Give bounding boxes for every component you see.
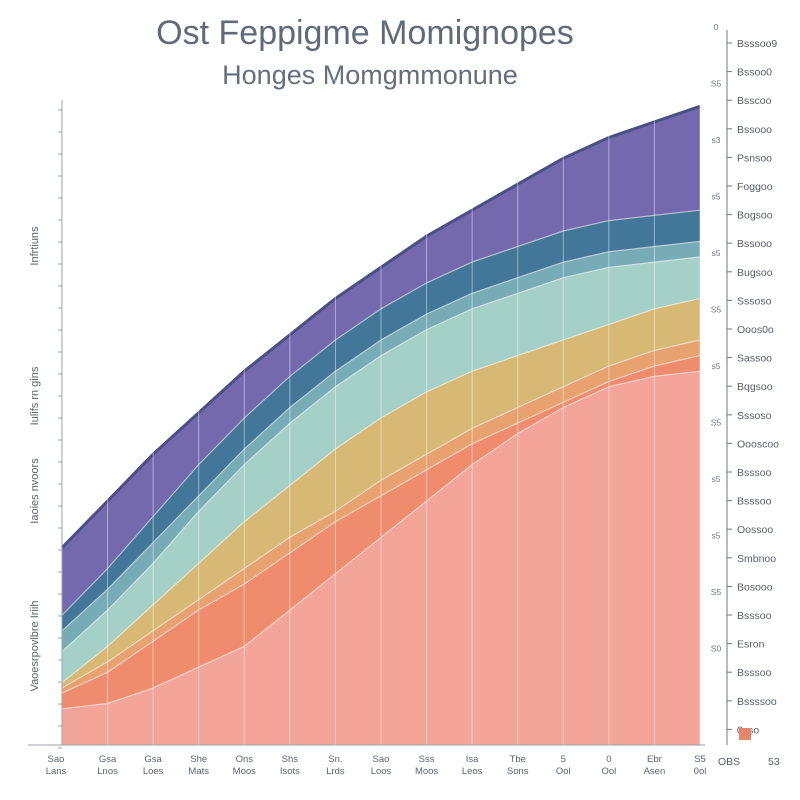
x-tick-sublabel-1: Lans xyxy=(46,766,67,777)
grid-lines xyxy=(107,80,701,745)
area-series-group xyxy=(60,104,701,746)
right-label-22: Esron xyxy=(737,639,765,651)
right-number-2: S5 xyxy=(711,79,722,89)
right-label-9: Bugsoo xyxy=(737,267,773,279)
right-label-16: Bsssoo xyxy=(737,467,772,479)
right-label-2: Bssoo0 xyxy=(737,67,772,79)
right-number-10: s5 xyxy=(712,531,721,541)
right-number-1: 0 xyxy=(714,22,719,32)
right-number-11: S5 xyxy=(711,587,722,597)
right-label-17: Bsssoo xyxy=(737,496,772,508)
right-label-6: Foggoo xyxy=(737,181,773,193)
x-tick-label-10: Isa xyxy=(466,754,479,765)
right-label-1: Bsssoo9 xyxy=(737,38,777,50)
right-label-20: Bosooo xyxy=(737,581,773,593)
x-tick-sublabel-11: Sons xyxy=(507,766,529,777)
x-tick-label-8: Sao xyxy=(373,754,390,765)
right-numbers: 0 S5 s3 s5 s5 S5 s5 S5 s5 s5 S5 S0 xyxy=(711,22,722,654)
right-label-10: Sssoso xyxy=(737,295,772,307)
x-tick-label-9: Sss xyxy=(419,754,435,765)
x-tick-sublabel-3: Loes xyxy=(143,766,164,777)
x-tick-label-1: Sao xyxy=(48,754,65,765)
right-number-12: S0 xyxy=(711,644,722,654)
x-tick-label-7: Sn. xyxy=(328,754,342,765)
axes xyxy=(28,30,728,749)
right-label-13: Bqgsoo xyxy=(737,381,773,393)
x-tick-label-13: 0 xyxy=(606,754,611,765)
area-series-line-4 xyxy=(61,297,701,684)
right-label-24: Bssssoo xyxy=(737,696,777,708)
right-number-7: s5 xyxy=(712,361,721,371)
x-tick-sublabel-5: Moos xyxy=(233,766,256,777)
right-label-14: Sssoso xyxy=(737,410,772,422)
x-tick-sublabel-14: Asen xyxy=(644,766,666,777)
x-tick-label-5: Ons xyxy=(236,754,254,765)
bottom-right-label-left: OBS xyxy=(718,756,740,768)
x-tick-sublabel-4: Mats xyxy=(188,766,209,777)
right-number-6: S5 xyxy=(711,305,722,315)
x-tick-sublabel-2: Lnos xyxy=(97,766,118,777)
x-tick-label-4: She xyxy=(190,754,207,765)
x-tick-sublabel-13: Ool xyxy=(601,766,616,777)
x-tick-sublabel-8: Loos xyxy=(371,766,392,777)
x-tick-sublabel-10: Leos xyxy=(462,766,483,777)
right-label-11: Ooos0o xyxy=(737,324,774,336)
right-label-23: Bsssoo xyxy=(737,667,772,679)
x-tick-sublabel-7: Lrds xyxy=(326,766,345,777)
x-tick-label-12: 5 xyxy=(561,754,566,765)
top-outline xyxy=(60,104,701,549)
area-series-line-5 xyxy=(61,256,701,652)
area-series-line-6 xyxy=(61,240,701,632)
right-label-12: Sassoo xyxy=(737,353,772,365)
x-tick-label-6: Shs xyxy=(282,754,299,765)
right-label-4: Bssooo xyxy=(737,124,772,136)
right-label-19: Smbnoo xyxy=(737,553,776,565)
x-tick-sublabel-12: Ool xyxy=(556,766,571,777)
x-tick-sublabel-9: Moos xyxy=(415,766,438,777)
x-tick-labels: SaoLansGsaLnosGsaLoesSheMatsOnsMoosShsIs… xyxy=(46,754,707,777)
x-tick-label-2: Gsa xyxy=(99,754,117,765)
area-series-line-1 xyxy=(61,370,701,710)
right-number-3: s3 xyxy=(712,135,721,145)
right-number-9: s5 xyxy=(712,474,721,484)
x-tick-sublabel-15: 0ol xyxy=(694,766,707,777)
area-series-line-7 xyxy=(61,209,701,616)
x-tick-label-15: S5 xyxy=(694,754,706,765)
legend-swatch xyxy=(739,728,751,740)
right-number-5: s5 xyxy=(712,248,721,258)
bottom-right-label-right: 53 xyxy=(768,756,780,768)
x-tick-label-3: Gsa xyxy=(144,754,162,765)
chart-subtitle: Honges Momgmmonune xyxy=(222,60,518,90)
x-tick-label-11: Tbe xyxy=(510,754,526,765)
right-label-15: Oooscoo xyxy=(737,438,779,450)
area-series-line-2 xyxy=(61,355,701,694)
x-tick-sublabel-6: Isots xyxy=(280,766,300,777)
chart-title: Ost Feppigme Momignopes xyxy=(156,14,574,52)
right-label-3: Bsscoo xyxy=(737,95,772,107)
right-label-7: Bogsoo xyxy=(737,210,773,222)
right-label-8: Bssooo xyxy=(737,238,772,250)
right-label-21: Bsssoo xyxy=(737,610,772,622)
x-tick-label-14: Ebr xyxy=(647,754,662,765)
right-number-8: S5 xyxy=(711,418,722,428)
right-number-4: s5 xyxy=(712,192,721,202)
right-labels: Bsssoo9 Bssoo0 Bsscoo Bssooo Psnsoo Foggoo Bog… xyxy=(727,38,779,736)
area-series-line-3 xyxy=(61,339,701,689)
right-label-18: Oossoo xyxy=(737,524,773,536)
area-series-1 xyxy=(62,371,700,745)
right-label-5: Psnsoo xyxy=(737,152,772,164)
